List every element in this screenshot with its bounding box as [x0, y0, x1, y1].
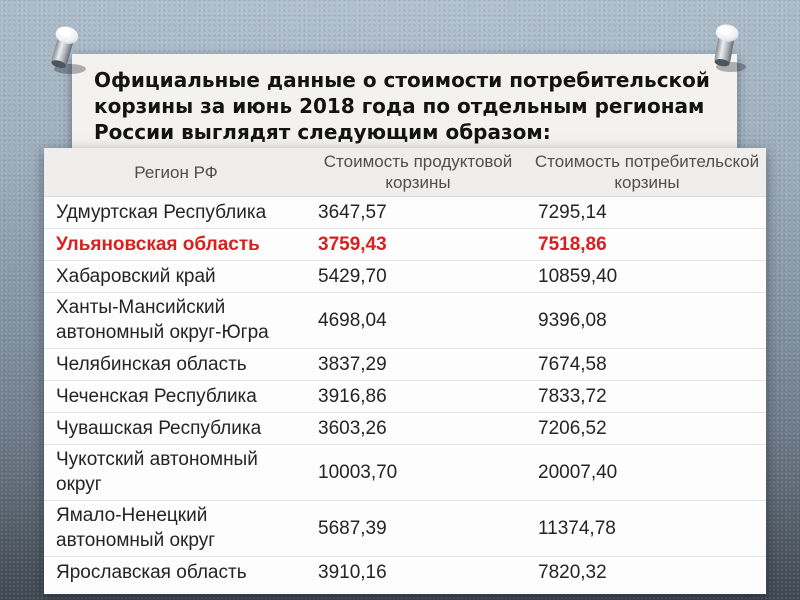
- table-header-row: Регион РФ Стоимость продуктовой корзины …: [44, 148, 766, 197]
- push-pin-icon: [41, 18, 93, 76]
- region-cell: Ханты-Мансийский автономный округ-Югра: [56, 297, 269, 343]
- consumer-basket-cell: 7518,86: [538, 233, 607, 255]
- heading-line: Официальные данные о стоимости потребите…: [94, 68, 710, 92]
- region-cell: Ярославская область: [56, 561, 247, 583]
- column-header-food-basket: Стоимость продуктовой корзины: [323, 152, 513, 192]
- consumer-basket-cell: 11374,78: [538, 517, 616, 539]
- table-row: Ярославская область 3910,16 7820,32: [44, 556, 766, 588]
- region-cell: Удмуртская Республика: [56, 201, 267, 223]
- consumer-basket-cell: 7674,58: [538, 353, 607, 375]
- table-row: Челябинская область 3837,29 7674,58: [44, 348, 766, 380]
- heading-line: корзины за июнь 2018 года по отдельным р…: [94, 94, 705, 118]
- food-basket-cell: 10003,70: [318, 461, 398, 483]
- food-basket-cell: 3837,29: [318, 353, 387, 375]
- consumer-basket-cell: 9396,08: [538, 309, 607, 331]
- region-cell: Чувашская Республика: [56, 417, 262, 439]
- food-basket-cell: 3910,16: [318, 561, 387, 583]
- table-row: Удмуртская Республика 3647,57 7295,14: [44, 197, 766, 228]
- table-row: Хабаровский край 5429,70 10859,40: [44, 260, 766, 292]
- region-cell: Чукотский автономный округ: [56, 449, 258, 495]
- food-basket-cell: 3916,86: [318, 385, 387, 407]
- region-cell: Ульяновская область: [56, 233, 260, 255]
- consumer-basket-cell: 7820,32: [538, 561, 607, 583]
- region-cell: Хабаровский край: [56, 265, 216, 287]
- table-row: Ямало-Ненецкий автономный округ 5687,39 …: [44, 500, 766, 556]
- consumer-basket-cell: 10859,40: [538, 265, 618, 287]
- slide-heading: Официальные данные о стоимости потребите…: [72, 54, 737, 145]
- region-cell: Ямало-Ненецкий автономный округ: [56, 505, 216, 551]
- consumer-basket-cell: 7833,72: [538, 385, 607, 407]
- table-row: Ханты-Мансийский автономный округ-Югра 4…: [44, 292, 766, 348]
- push-pin-icon: [702, 16, 754, 74]
- table-row-highlighted: Ульяновская область 3759,43 7518,86: [44, 228, 766, 260]
- table-row: Чеченская Республика 3916,86 7833,72: [44, 380, 766, 412]
- consumer-basket-cell: 20007,40: [538, 461, 618, 483]
- food-basket-cell: 5429,70: [318, 265, 387, 287]
- table-row: Чувашская Республика 3603,26 7206,52: [44, 412, 766, 444]
- region-cell: Чеченская Республика: [56, 385, 257, 407]
- table-row: Чукотский автономный округ 10003,70 2000…: [44, 444, 766, 500]
- consumer-basket-cell: 7206,52: [538, 417, 607, 439]
- food-basket-cell: 3647,57: [318, 201, 387, 223]
- food-basket-cell: 4698,04: [318, 309, 387, 331]
- region-cell: Челябинская область: [56, 353, 247, 375]
- food-basket-cell: 5687,39: [318, 517, 387, 539]
- column-header-consumer-basket: Стоимость потребительской корзины: [534, 152, 760, 192]
- column-header-region: Регион РФ: [134, 162, 218, 182]
- consumer-basket-cell: 7295,14: [538, 201, 607, 223]
- heading-line: России выглядят следующим образом:: [94, 120, 551, 144]
- consumer-basket-table: Регион РФ Стоимость продуктовой корзины …: [44, 148, 766, 594]
- heading-card: Официальные данные о стоимости потребите…: [72, 54, 737, 150]
- food-basket-cell: 3759,43: [318, 233, 387, 255]
- food-basket-cell: 3603,26: [318, 417, 387, 439]
